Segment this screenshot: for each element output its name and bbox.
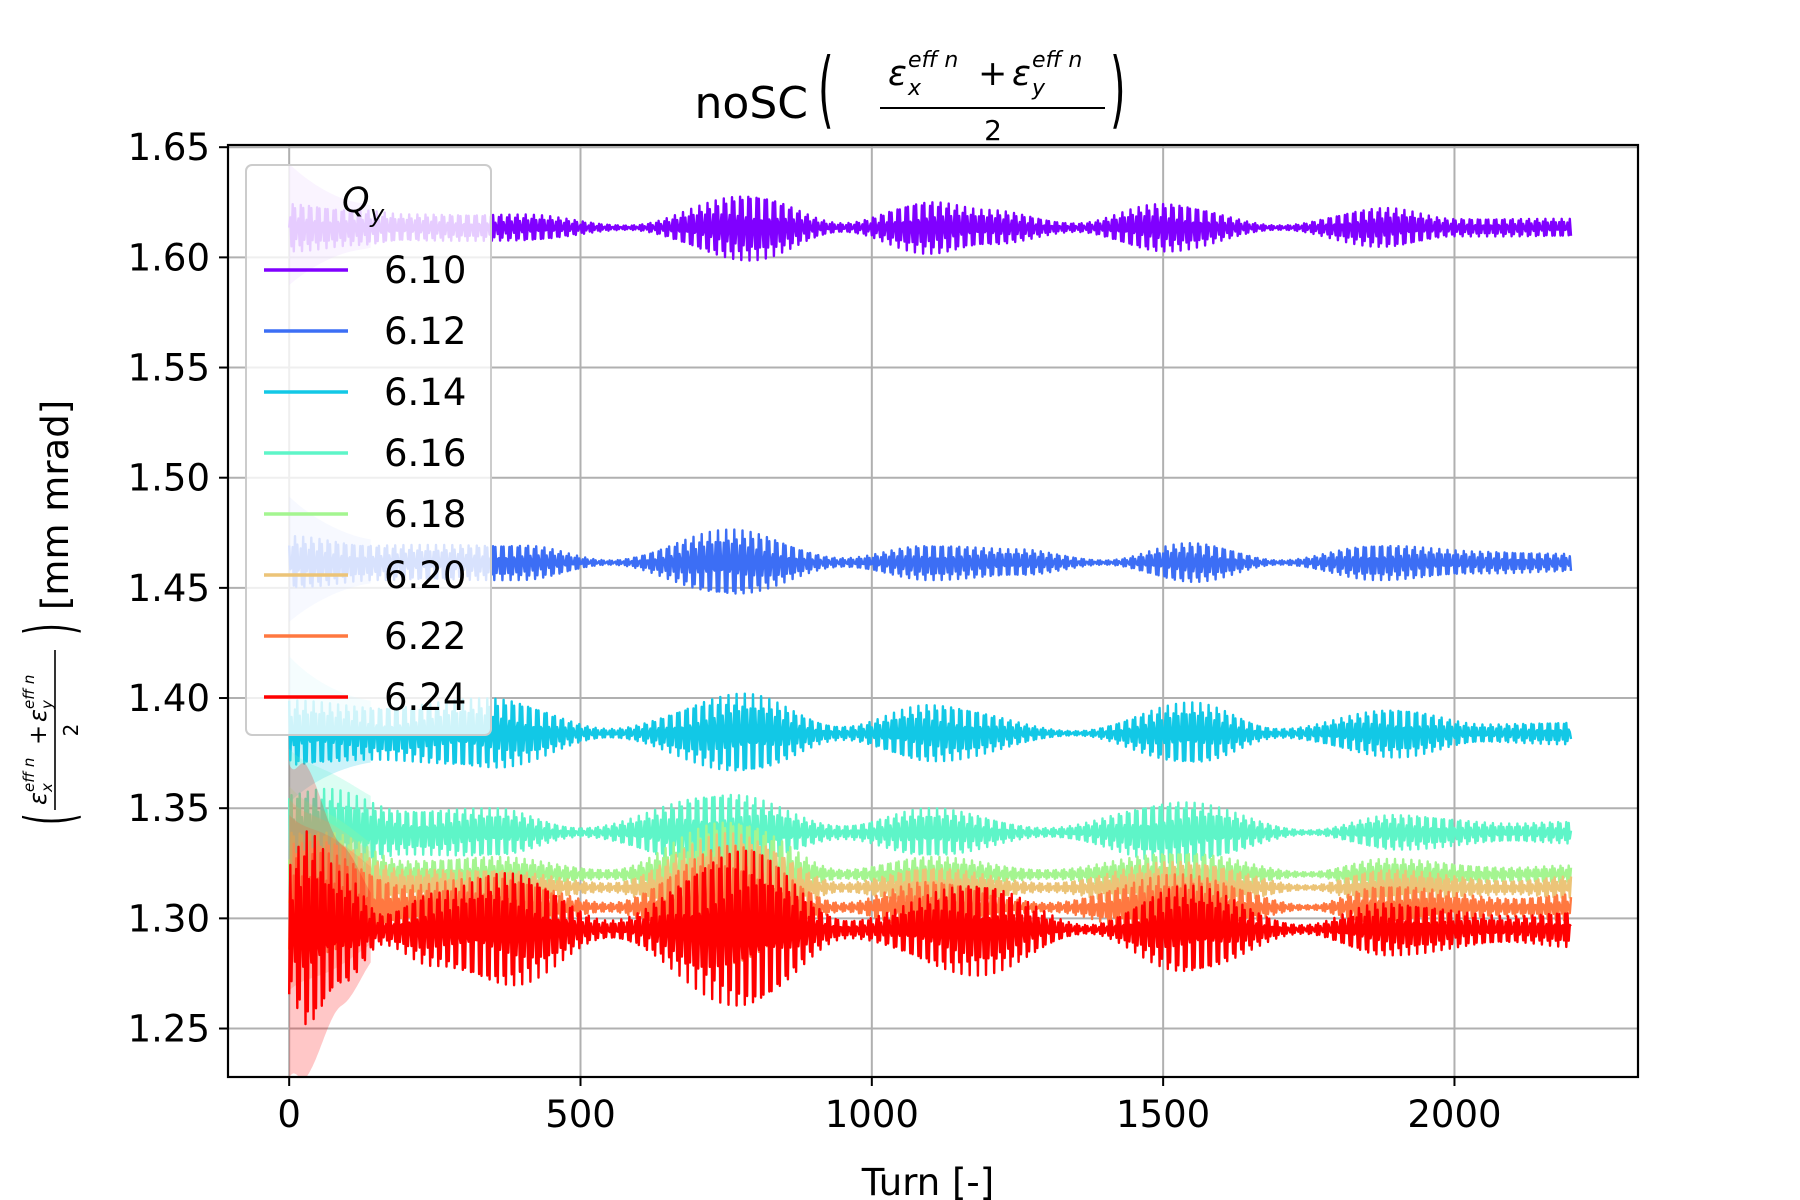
y-label-units: [mm mrad] bbox=[34, 400, 77, 610]
y-tick-label: 1.55 bbox=[128, 347, 210, 390]
title-left-paren: ( bbox=[818, 40, 834, 138]
x-axis-label: Turn [-] bbox=[861, 1161, 994, 1200]
y-tick-label: 1.25 bbox=[128, 1008, 210, 1051]
y-tick-label: 1.35 bbox=[128, 787, 210, 830]
legend-title-q: Q bbox=[342, 181, 370, 221]
legend: Q y 6.10 6.12 6.14 6.16 6.18 6.20 6.22 6.24 bbox=[245, 164, 492, 736]
y-tick-label: 1.30 bbox=[128, 897, 210, 940]
title-sub-y: y bbox=[1031, 76, 1046, 101]
legend-box bbox=[245, 164, 492, 736]
y-label-denominator: 2 bbox=[59, 724, 83, 737]
legend-label-6-22: 6.22 bbox=[384, 615, 466, 658]
x-tick-label: 2000 bbox=[1407, 1093, 1501, 1136]
title-numerator: ε eff n x + ε eff n y bbox=[888, 48, 1082, 101]
series-line-6-14 bbox=[288, 692, 1573, 772]
legend-label-6-12: 6.12 bbox=[384, 310, 466, 353]
plot-frame bbox=[226, 143, 1640, 1079]
y-label-sup-x: eff n bbox=[20, 758, 38, 792]
y-label-sub-y: y bbox=[38, 699, 56, 710]
title-sup-y: eff n bbox=[1032, 48, 1082, 73]
y-axis-ticks: 1.25 1.30 1.35 1.40 1.45 1.50 1.55 1.60 1.65 bbox=[128, 126, 228, 1051]
y-tick-label: 1.60 bbox=[128, 236, 210, 279]
legend-title-sub: y bbox=[369, 200, 385, 228]
legend-title: Q y bbox=[342, 181, 385, 228]
legend-label-6-18: 6.18 bbox=[384, 493, 466, 536]
title-denominator: 2 bbox=[984, 114, 1002, 147]
legend-label-6-20: 6.20 bbox=[384, 554, 466, 597]
legend-label-6-16: 6.16 bbox=[384, 432, 466, 475]
y-tick-label: 1.65 bbox=[128, 126, 210, 169]
title-right-paren: ) bbox=[1110, 40, 1126, 138]
x-tick-label: 500 bbox=[545, 1093, 616, 1136]
title-sub-x: x bbox=[907, 76, 922, 101]
y-label-sup-y: eff n bbox=[20, 675, 38, 709]
y-tick-label: 1.40 bbox=[128, 677, 210, 720]
series-line-6-24 bbox=[288, 830, 1572, 1026]
y-axis-label: [mm mrad] ) ε eff n x + ε eff n y 2 ( bbox=[11, 400, 88, 825]
y-label-eps-x: ε bbox=[24, 792, 52, 805]
x-tick-label: 0 bbox=[277, 1093, 301, 1136]
title-plus: + bbox=[978, 54, 1007, 94]
y-label-plus: + bbox=[24, 725, 52, 745]
title-eps-y: ε bbox=[1012, 54, 1031, 94]
y-tick-label: 1.45 bbox=[128, 567, 210, 610]
x-tick-label: 1500 bbox=[1116, 1093, 1210, 1136]
x-tick-label: 1000 bbox=[825, 1093, 919, 1136]
y-label-left-paren: ( bbox=[11, 813, 88, 825]
series-line-6-12 bbox=[288, 528, 1573, 595]
y-tick-label: 1.50 bbox=[128, 457, 210, 500]
legend-label-6-24: 6.24 bbox=[384, 676, 466, 719]
y-label-eps-y: ε bbox=[24, 709, 52, 722]
series-line-6-10 bbox=[288, 195, 1573, 262]
y-label-right-paren: ) bbox=[11, 623, 88, 635]
title-sup-x: eff n bbox=[908, 48, 958, 73]
legend-items: 6.10 6.12 6.14 6.16 6.18 6.20 6.22 6.24 bbox=[264, 249, 466, 719]
x-axis-ticks: 0 500 1000 1500 2000 bbox=[277, 1077, 1502, 1136]
y-label-sub-x: x bbox=[38, 783, 56, 793]
legend-label-6-10: 6.10 bbox=[384, 249, 466, 292]
chart-title: noSC ( ε eff n x + ε eff n y 2 ) bbox=[695, 40, 1126, 147]
series-line-6-16 bbox=[288, 787, 1573, 876]
legend-label-6-14: 6.14 bbox=[384, 371, 466, 414]
title-eps-x: ε bbox=[888, 54, 907, 94]
chart-title-text: noSC bbox=[695, 78, 808, 129]
